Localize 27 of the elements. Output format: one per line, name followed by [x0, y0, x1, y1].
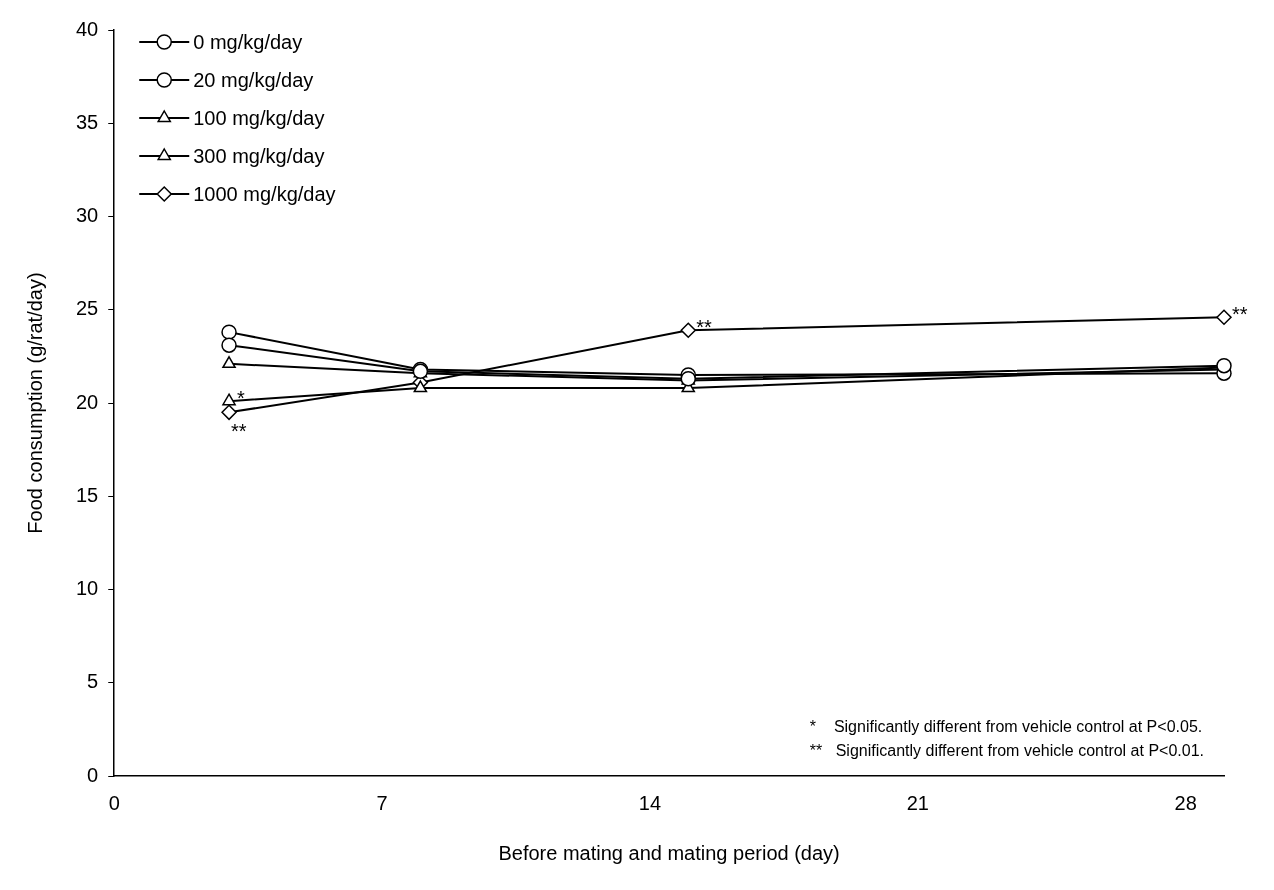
annotation: **: [696, 315, 713, 338]
x-tick-label: 7: [376, 791, 388, 814]
y-tick-label: 35: [76, 110, 99, 133]
legend-label: 1000 mg/kg/day: [193, 182, 336, 205]
legend-label: 0 mg/kg/day: [193, 30, 303, 53]
y-tick-label: 10: [76, 577, 99, 600]
legend-label: 20 mg/kg/day: [193, 68, 314, 91]
annotation: **: [231, 419, 247, 442]
x-tick-label: 28: [1174, 791, 1197, 814]
y-tick-label: 15: [76, 483, 99, 506]
x-tick-label: 0: [108, 791, 120, 814]
y-tick-label: 20: [76, 390, 99, 413]
legend-label: 100 mg/kg/day: [193, 106, 325, 129]
x-axis-title: Before mating and mating period (day): [498, 841, 840, 864]
y-tick-label: 25: [76, 297, 99, 320]
legend-label: 300 mg/kg/day: [193, 144, 325, 167]
y-tick-label: 0: [87, 763, 99, 786]
y-tick-label: 5: [87, 670, 99, 693]
y-axis-title: Food consumption (g/rat/day): [23, 272, 46, 534]
annotation: * Significantly different from vehicle control at P<0.05.: [809, 718, 1203, 735]
annotation: ** Significantly different from vehicle control at P<0.01.: [809, 742, 1205, 759]
y-tick-label: 40: [76, 17, 99, 40]
x-tick-label: 21: [906, 791, 929, 814]
annotation: **: [1232, 302, 1248, 325]
y-tick-label: 30: [76, 204, 99, 227]
x-tick-label: 14: [638, 791, 662, 814]
annotation: *: [237, 386, 246, 409]
